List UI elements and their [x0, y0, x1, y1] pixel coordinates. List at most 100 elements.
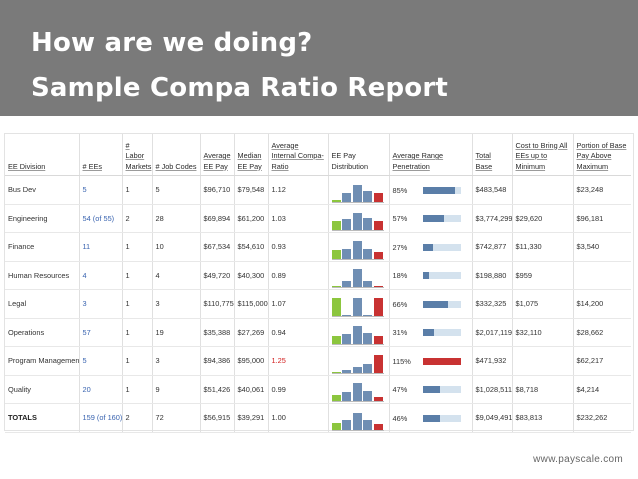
range-penetration-fill — [422, 357, 461, 365]
median-pay-cell: $95,000 — [233, 346, 268, 376]
total-base-cell: $483,548 — [471, 175, 512, 205]
col-header-job-codes[interactable]: # Job Codes — [151, 134, 200, 176]
range-penetration-value: 85% — [392, 185, 408, 195]
pay-distribution-cell — [327, 175, 389, 205]
col-header-compa-ratio[interactable]: Average Internal Compa-Ratio — [267, 134, 328, 176]
ees-count-link[interactable]: 5 — [78, 346, 122, 376]
distribution-bar — [363, 333, 372, 345]
col-header-average-pay[interactable]: Average EE Pay — [199, 134, 234, 176]
compa-ratio-cell: 1.12 — [267, 175, 328, 205]
ees-count-link[interactable]: 5 — [78, 175, 122, 205]
distribution-bar — [331, 422, 341, 430]
above-maximum-cell — [572, 261, 631, 290]
range-penetration-bar — [422, 386, 461, 394]
range-penetration-fill — [422, 215, 445, 223]
report-body: Bus Dev 5 1 5 $96,710 $79,548 1.12 85% $483,548 $… — [5, 175, 631, 433]
range-penetration-cell: 46% — [388, 403, 472, 433]
ees-count-link[interactable]: 54 (of 55) — [78, 204, 122, 233]
median-pay-cell: $40,061 — [233, 375, 268, 404]
range-penetration-fill — [422, 414, 440, 422]
ees-count-link[interactable]: 20 — [78, 375, 122, 404]
ees-count-link[interactable]: 3 — [78, 289, 122, 319]
above-maximum-cell: $62,217 — [572, 346, 631, 376]
average-pay-cell: $49,720 — [199, 261, 234, 290]
division-cell: Quality — [5, 375, 79, 404]
division-cell: Engineering — [5, 204, 79, 233]
median-pay-cell: $27,269 — [233, 318, 268, 347]
above-maximum-cell: $3,540 — [572, 232, 631, 262]
distribution-bar — [363, 190, 372, 202]
cost-to-minimum-cell: $959 — [511, 261, 573, 290]
division-cell: TOTALS — [5, 403, 79, 433]
distribution-bar — [352, 383, 362, 402]
range-penetration-value: 47% — [392, 385, 408, 395]
slide-title-line1: How are we doing? — [31, 28, 313, 58]
job-codes-cell: 72 — [151, 403, 200, 433]
col-header-range-penetration[interactable]: Average Range Penetration — [388, 134, 472, 176]
table-row: Operations 57 1 19 $35,388 $27,269 0.94 31% $2,0… — [5, 318, 631, 347]
table-row: Program Management 5 1 3 $94,386 $95,000 1.25 1… — [5, 346, 631, 376]
distribution-bar — [373, 251, 383, 259]
col-header-cost-to-minimum[interactable]: Cost to Bring All EEs up to Minimum — [511, 134, 573, 176]
range-penetration-cell: 66% — [388, 289, 472, 319]
distribution-bar — [363, 281, 372, 288]
distribution-bar — [331, 371, 341, 373]
col-header-above-maximum[interactable]: Portion of Base Pay Above Maximum — [572, 134, 631, 176]
range-penetration-value: 31% — [392, 328, 408, 338]
range-penetration-fill — [422, 186, 455, 194]
distribution-bar — [352, 184, 362, 202]
labor-markets-cell: 1 — [121, 289, 152, 319]
division-cell: Program Management — [5, 346, 79, 376]
distribution-bar — [373, 192, 383, 202]
table-row: Legal 3 1 3 $110,775 $115,000 1.07 66% $332,325 $… — [5, 289, 631, 319]
range-penetration-value: 27% — [392, 242, 408, 252]
range-penetration-bar — [422, 357, 461, 365]
distribution-bar — [331, 199, 341, 202]
table-row: Finance 11 1 10 $67,534 $54,610 0.93 27% $742,87… — [5, 232, 631, 262]
compa-ratio-cell: 1.25 — [267, 346, 328, 376]
pay-distribution-chart — [331, 408, 384, 431]
range-penetration-value: 18% — [392, 271, 408, 281]
labor-markets-cell: 1 — [121, 261, 152, 290]
range-penetration-fill — [422, 272, 430, 280]
table-row: Quality 20 1 9 $51,426 $40,061 0.99 47% $1,028,5… — [5, 375, 631, 404]
range-penetration-bar — [422, 300, 461, 308]
total-base-cell: $332,325 — [471, 289, 512, 319]
col-header-division[interactable]: EE Division — [5, 134, 79, 176]
pay-distribution-chart — [331, 351, 384, 374]
above-maximum-cell: $23,248 — [572, 175, 631, 205]
median-pay-cell: $115,000 — [233, 289, 268, 319]
distribution-bar — [373, 297, 383, 316]
distribution-bar — [331, 336, 341, 345]
distribution-bar — [342, 392, 351, 402]
col-header-total-base[interactable]: Total Base — [471, 134, 512, 176]
compa-ratio-report: EE Division # EEs # Labor Markets # Job … — [4, 133, 634, 433]
ees-count-link[interactable]: 57 — [78, 318, 122, 347]
above-maximum-cell: $232,262 — [572, 403, 631, 433]
compa-ratio-cell: 1.07 — [267, 289, 328, 319]
range-penetration-cell: 47% — [388, 375, 472, 404]
job-codes-cell: 28 — [151, 204, 200, 233]
distribution-bar — [342, 219, 351, 231]
job-codes-cell: 19 — [151, 318, 200, 347]
compa-ratio-cell: 0.99 — [267, 375, 328, 404]
cost-to-minimum-cell: $29,620 — [511, 204, 573, 233]
pay-distribution-chart — [331, 208, 384, 232]
pay-distribution-chart — [331, 265, 384, 289]
col-header-ees[interactable]: # EEs — [78, 134, 122, 176]
distribution-bar — [363, 363, 372, 373]
distribution-bar — [363, 391, 372, 402]
range-penetration-fill — [422, 329, 435, 337]
range-penetration-cell: 57% — [388, 204, 472, 233]
ees-count-link[interactable]: 4 — [78, 261, 122, 290]
pay-distribution-cell — [327, 375, 389, 404]
range-penetration-cell: 85% — [388, 175, 472, 205]
average-pay-cell: $96,710 — [199, 175, 234, 205]
above-maximum-cell: $96,181 — [572, 204, 631, 233]
col-header-labor-markets[interactable]: # Labor Markets — [121, 134, 152, 176]
ees-count-link[interactable]: 11 — [78, 232, 122, 262]
col-header-median-pay[interactable]: Median EE Pay — [233, 134, 268, 176]
range-penetration-value: 66% — [392, 299, 408, 309]
ees-count-link[interactable]: 159 (of 160) — [78, 403, 122, 433]
range-penetration-bar — [422, 186, 461, 194]
